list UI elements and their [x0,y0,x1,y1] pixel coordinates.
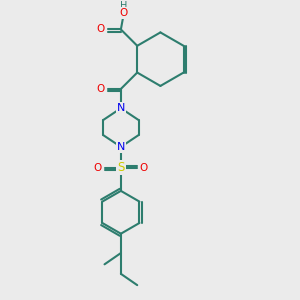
Text: O: O [97,24,105,34]
Text: O: O [120,8,128,18]
Text: N: N [117,142,125,152]
Text: O: O [94,163,102,173]
Text: O: O [97,84,105,94]
Text: H: H [120,1,128,11]
Text: O: O [140,163,148,173]
Text: S: S [117,161,124,174]
Text: N: N [117,103,125,113]
